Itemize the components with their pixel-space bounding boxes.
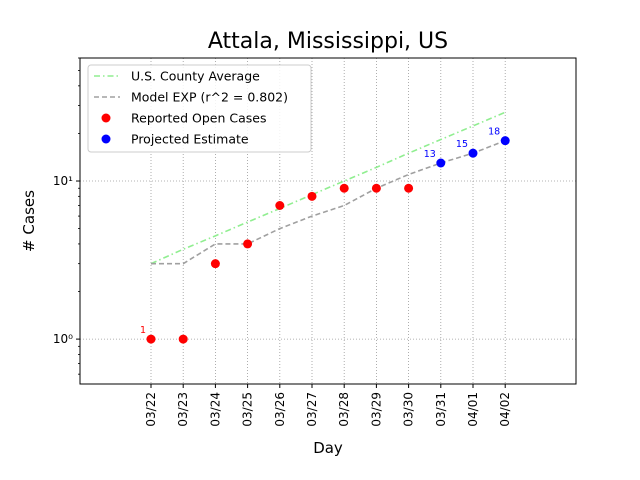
series-layer — [150, 111, 506, 265]
marker-layer — [146, 136, 510, 344]
data-point-marker — [436, 158, 446, 168]
x-tick-label: 04/02 — [498, 392, 512, 427]
data-label: 15 — [456, 139, 468, 150]
data-point-marker — [178, 334, 188, 344]
legend: U.S. County Average Model EXP (r^2 = 0.80… — [87, 64, 312, 153]
data-point-marker — [146, 334, 156, 344]
data-point-marker — [243, 239, 253, 249]
x-tick-label: 03/29 — [369, 392, 383, 427]
legend-label: Projected Estimate — [131, 132, 249, 147]
y-tick-label: 10¹ — [53, 174, 73, 188]
x-tick-label: 03/23 — [176, 392, 190, 427]
legend-box — [87, 64, 312, 153]
series-line — [151, 139, 506, 265]
data-point-marker — [339, 183, 349, 193]
data-point-marker — [500, 136, 510, 146]
x-tick-label: 03/30 — [402, 392, 416, 427]
data-label: 1 — [140, 325, 146, 336]
legend-label: U.S. County Average — [131, 69, 260, 84]
legend-marker — [101, 113, 111, 123]
data-point-marker — [371, 183, 381, 193]
plot-frame — [79, 57, 577, 385]
x-tick-label: 03/28 — [337, 392, 351, 427]
series-line — [150, 111, 506, 265]
x-tick-label: 04/01 — [466, 392, 480, 427]
y-tick-label: 10⁰ — [53, 332, 73, 346]
data-point-marker — [307, 191, 317, 201]
data-label: 18 — [488, 127, 500, 138]
annotation-layer: 1 13 15 18 — [140, 127, 500, 336]
chart-title: Attala, Mississippi, US — [208, 29, 448, 54]
data-point-marker — [468, 148, 478, 158]
x-tick-label: 03/24 — [208, 392, 222, 427]
x-tick-label: 03/31 — [434, 392, 448, 427]
x-tick-label: 03/25 — [241, 392, 255, 427]
legend-label: Reported Open Cases — [131, 111, 267, 126]
data-point-marker — [210, 259, 220, 269]
y-axis-label: # Cases — [20, 190, 38, 252]
x-tick-label: 03/26 — [273, 392, 287, 427]
x-tick-label: 03/22 — [144, 392, 158, 427]
legend-label: Model EXP (r^2 = 0.802) — [131, 90, 288, 105]
data-point-marker — [275, 201, 285, 211]
data-point-marker — [404, 183, 414, 193]
x-tick-label: 03/27 — [305, 392, 319, 427]
x-axis-label: Day — [313, 439, 343, 457]
data-label: 13 — [424, 149, 436, 160]
axis-layer: 03/22 03/23 03/24 03/25 03/26 03/27 03/28 03/29… — [53, 57, 512, 427]
legend-marker — [101, 134, 111, 144]
